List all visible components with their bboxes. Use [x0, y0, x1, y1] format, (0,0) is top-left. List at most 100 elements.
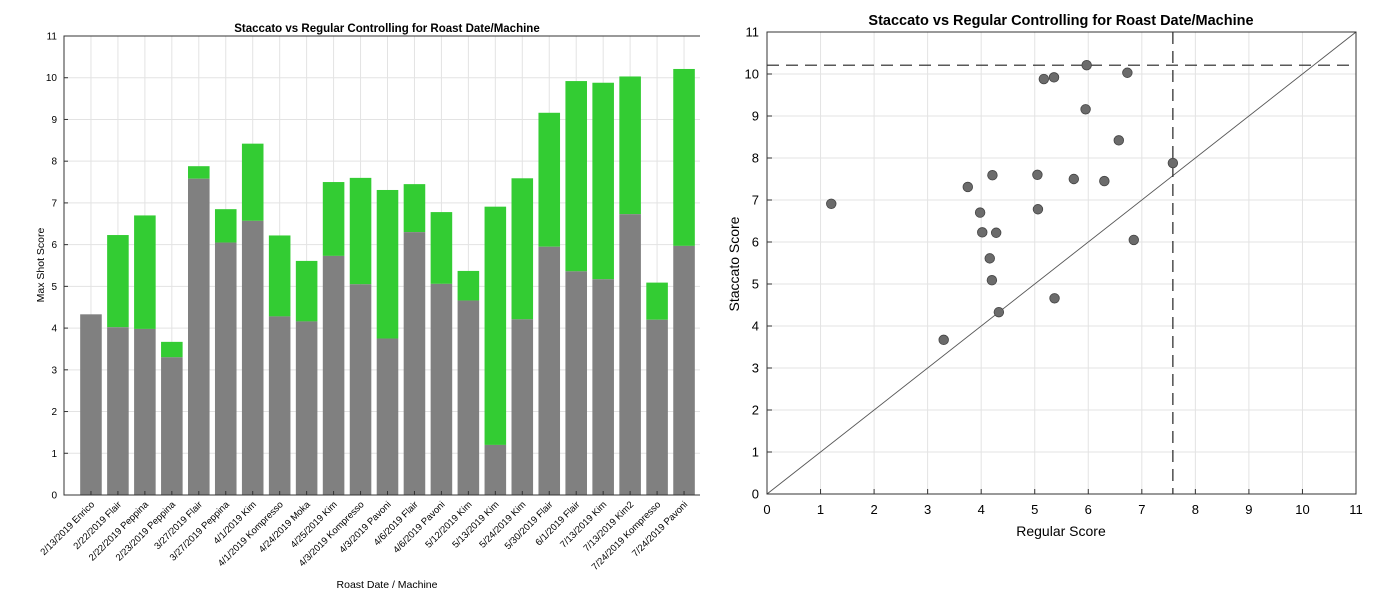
bar-staccato-gain [214, 209, 237, 243]
bar-staccato-gain [484, 206, 507, 445]
bar-chart-y-tick-label: 11 [47, 32, 58, 43]
scatter-y-tick-label: 8 [752, 151, 759, 166]
scatter-chart-title: Staccato vs Regular Controlling for Roas… [868, 13, 1253, 29]
bar-regular [646, 319, 668, 495]
bar-regular [511, 319, 534, 495]
scatter-chart: Staccato vs Regular Controlling for Roas… [700, 0, 1400, 605]
scatter-x-tick-label: 0 [763, 502, 770, 517]
scatter-point [826, 198, 837, 209]
scatter-point [987, 170, 998, 181]
scatter-point [984, 253, 995, 264]
bar-staccato-gain [619, 76, 641, 215]
scatter-x-tick-label: 11 [1349, 502, 1363, 517]
bar-regular [295, 321, 318, 495]
bar-chart-y-tick-label: 6 [51, 240, 57, 251]
scatter-point [993, 306, 1005, 318]
bar-chart: Staccato vs Regular Controlling for Roas… [35, 23, 712, 591]
bar-staccato-gain [403, 184, 426, 233]
bar-staccato-gain [268, 235, 291, 317]
bar-chart-y-tick-label: 4 [51, 324, 57, 335]
bar-regular [214, 242, 237, 495]
bar-chart-y-tick-label: 9 [51, 115, 57, 126]
scatter-point [1128, 234, 1139, 246]
scatter-x-tick-label: 7 [1138, 502, 1145, 517]
bar-staccato-gain [673, 68, 695, 246]
bar-regular [457, 300, 480, 495]
bar-regular [592, 279, 614, 495]
scatter-point [1081, 59, 1092, 71]
bar-chart-y-tick-label: 7 [51, 198, 57, 209]
scatter-y-tick-label: 6 [752, 235, 759, 250]
bar-staccato-gain [295, 260, 318, 322]
scatter-y-tick-label: 5 [752, 277, 759, 292]
scatter-x-tick-label: 1 [817, 502, 824, 517]
bar-regular [80, 314, 102, 495]
bar-staccato-gain [457, 270, 480, 301]
bar-staccato-gain [188, 166, 210, 179]
scatter-point [1032, 169, 1043, 181]
scatter-x-tick-label: 8 [1192, 502, 1199, 517]
bar-staccato-gain [538, 112, 561, 247]
scatter-point [1048, 72, 1060, 83]
scatter-point [1099, 175, 1110, 187]
bar-regular [268, 316, 291, 495]
bar-regular [349, 284, 372, 495]
scatter-x-tick-label: 5 [1031, 502, 1038, 517]
scatter-point [962, 181, 973, 193]
bar-regular [484, 444, 507, 495]
scatter-y-tick-label: 2 [752, 403, 759, 418]
scatter-y-tick-label: 7 [752, 193, 759, 208]
bar-regular [107, 327, 129, 495]
scatter-x-tick-label: 2 [870, 502, 877, 517]
scatter-point [1113, 135, 1124, 146]
bar-staccato-gain [241, 143, 264, 221]
scatter-point [1167, 157, 1179, 169]
scatter-chart-background [700, 0, 1400, 605]
bar-staccato-gain [134, 215, 156, 329]
scatter-point [1068, 173, 1080, 185]
scatter-point [1080, 104, 1091, 115]
scatter-point [1038, 73, 1050, 85]
scatter-point [938, 334, 949, 346]
bar-regular [134, 328, 156, 495]
identity-line [766, 31, 1357, 495]
bar-staccato-gain [349, 177, 372, 285]
scatter-y-tick-label: 11 [746, 25, 760, 40]
scatter-point [1032, 204, 1044, 215]
scatter-y-tick-label: 3 [752, 361, 759, 376]
scatter-axes-box [766, 31, 1357, 495]
bar-regular [376, 338, 399, 495]
scatter-y-tick-label: 10 [745, 67, 759, 82]
scatter-point [1049, 293, 1060, 304]
bar-chart-y-tick-label: 8 [51, 157, 57, 168]
scatter-point [986, 275, 998, 286]
bar-regular [161, 357, 183, 495]
scatter-x-tick-label: 9 [1245, 502, 1252, 517]
bar-chart-y-tick-label: 2 [51, 407, 57, 418]
scatter-point [977, 227, 988, 238]
scatter-y-tick-label: 4 [752, 319, 759, 334]
bar-chart-y-axis-label: Max Shot Score [35, 227, 47, 302]
bar-staccato-gain [376, 189, 399, 339]
bar-chart-y-tick-label: 10 [46, 73, 58, 84]
scatter-x-tick-label: 6 [1085, 502, 1092, 517]
scatter-y-tick-label: 0 [752, 487, 759, 502]
bar-regular [538, 246, 561, 495]
bar-staccato-gain [646, 282, 668, 320]
scatter-point [974, 207, 986, 218]
bar-regular [322, 255, 345, 495]
bar-chart-title: Staccato vs Regular Controlling for Roas… [234, 23, 539, 35]
scatter-chart-plot-area: 0 1 2 3 4 5 6 7 8 9 10 11 0 1 2 3 4 5 6 7 8 9 10 11 [745, 25, 1363, 518]
scatter-y-tick-label: 1 [752, 445, 759, 460]
bar-regular [188, 178, 210, 495]
scatter-x-tick-label: 4 [978, 502, 985, 517]
bar-regular [619, 214, 641, 495]
scatter-y-tick-label: 9 [752, 109, 759, 124]
scatter-chart-y-axis-label: Staccato Score [726, 216, 742, 311]
bar-staccato-gain [430, 212, 453, 284]
bar-chart-y-tick-label: 3 [51, 365, 57, 376]
bar-regular [403, 232, 426, 496]
bar-staccato-gain [565, 81, 587, 272]
